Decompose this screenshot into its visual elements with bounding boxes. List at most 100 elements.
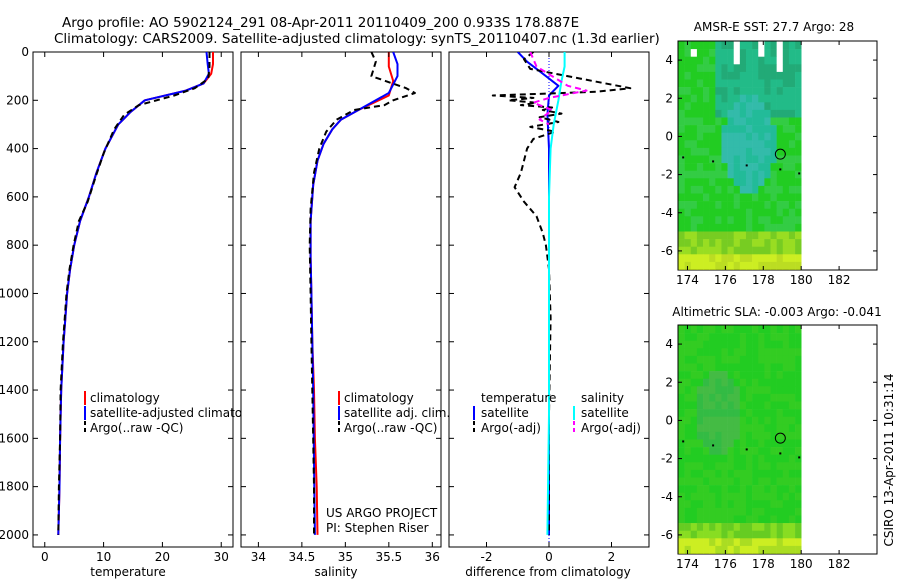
sst_map-cell (690, 246, 698, 255)
sst_map-cell (745, 170, 753, 179)
sst_map-cell (678, 71, 685, 80)
sst_map-cell (715, 216, 722, 225)
sla_map-cell (696, 325, 704, 334)
sla_map-cell (739, 492, 747, 501)
sst_map-cell (727, 231, 735, 240)
sst_map-cell (715, 109, 722, 118)
sla_map-cell (727, 523, 735, 531)
sla_map-cell (758, 439, 765, 448)
sla_map-cell (782, 469, 790, 478)
sla_map-cell (795, 340, 802, 349)
sst_map-cell (721, 71, 728, 80)
sla_map-cell (690, 477, 698, 486)
sst_map-cell (678, 87, 685, 95)
sst-map-panel: AMSR-E SST: 27.7 Argo: 28 174 176 178 180 18… (661, 20, 878, 287)
sst_map-cell (745, 193, 753, 202)
sst_map-cell (770, 94, 777, 103)
sst_map-cell (721, 147, 728, 156)
sla_map-cell (745, 523, 753, 531)
sst_map-cell (690, 41, 698, 50)
sst_map-cell (690, 79, 698, 88)
sst_map-cell (758, 216, 765, 225)
sla_map-cell (776, 371, 784, 379)
sla_map-cell (776, 485, 784, 493)
sla_map-cell (739, 454, 747, 463)
sla_map-cell (709, 477, 716, 486)
sst_map-cell (733, 49, 741, 57)
sst_map-cell (678, 49, 685, 57)
sla_map-cell (690, 363, 698, 372)
sla_map-cell (770, 485, 777, 493)
sla_map-cell (764, 333, 771, 341)
sst_map-cell (684, 239, 692, 247)
sst_map-cell (727, 79, 735, 88)
sst_map-cell (764, 79, 771, 88)
sst_map-cell (715, 193, 722, 202)
sla_map-cell (690, 500, 698, 509)
sla_map-cell (684, 393, 692, 402)
sla_map-cell (758, 538, 765, 547)
sst_map-cell (764, 201, 771, 209)
sst_map-cell (770, 147, 777, 156)
sst_map-cell (758, 239, 765, 247)
sla_map-cell (678, 545, 685, 554)
sla_map-cell (709, 333, 716, 341)
sst_map-cell (733, 117, 741, 126)
sst_map-cell (770, 208, 777, 217)
sla_map-cell (727, 378, 735, 387)
sla_map-cell (758, 393, 765, 402)
sla_map-cell (764, 454, 771, 463)
sst_map-cell (696, 79, 704, 88)
sla_map-cell (721, 325, 728, 334)
sst_map-cell (690, 94, 698, 103)
sst_map-cell (764, 147, 771, 156)
sst_map-cell (795, 261, 802, 270)
sla_map-cell (690, 325, 698, 334)
sla_map-cell (770, 409, 777, 417)
sla_map-cell (684, 523, 692, 531)
sla_map-cell (690, 401, 698, 410)
sst_map-cell (764, 64, 771, 73)
sla_map-cell (727, 439, 735, 448)
sla_map-cell (758, 469, 765, 478)
sla_map-cell (733, 416, 741, 425)
sst_map-ytick-label: -2 (661, 168, 673, 182)
sst_map-cell (696, 117, 704, 126)
sst_map-cell (684, 56, 692, 65)
sla_map-cell (733, 538, 741, 547)
sst_map-cell (721, 254, 728, 263)
sst_map-cell (758, 49, 765, 57)
sst_map-cell (678, 41, 685, 50)
sst_map-cell (721, 261, 728, 270)
sst_map-cell (733, 132, 741, 141)
sla_map-cell (788, 454, 796, 463)
sla_map-cell (721, 515, 728, 524)
sst_map-cell (715, 246, 722, 255)
sla_map-ytick-label: -2 (661, 452, 673, 466)
sst_map-cell (752, 208, 759, 217)
diff-legend-temp-argo: Argo(-adj) (481, 421, 541, 435)
sst_map-cell (684, 185, 692, 194)
sst_map-cell (788, 147, 796, 156)
sst_map-cell (727, 246, 735, 255)
sst_map-cell (788, 155, 796, 164)
sla_map-cell (745, 500, 753, 509)
sst_map-cell (690, 49, 698, 57)
sla_map-cell (745, 378, 753, 387)
sla_map-cell (727, 393, 735, 402)
sst_map-cell (678, 79, 685, 88)
sst_map-cell (776, 147, 784, 156)
header-line1: Argo profile: AO 5902124_291 08-Apr-2011… (62, 15, 579, 31)
salinity-legend: climatology satellite adj. clim. Argo(..… (338, 391, 450, 435)
sla_map-cell (752, 325, 759, 334)
sla_map-cell (764, 477, 771, 486)
sst_map-cell (696, 216, 704, 225)
sla_map-cell (764, 371, 771, 379)
sst_map-cell (715, 132, 722, 141)
depth-ytick-label: 600 (6, 190, 29, 204)
sla_map-cell (782, 424, 790, 433)
sst_map-cell (788, 208, 796, 217)
difference-xtick-label: 2 (608, 550, 616, 564)
sla_map-cell (709, 515, 716, 524)
sst_map-cell (770, 163, 777, 171)
